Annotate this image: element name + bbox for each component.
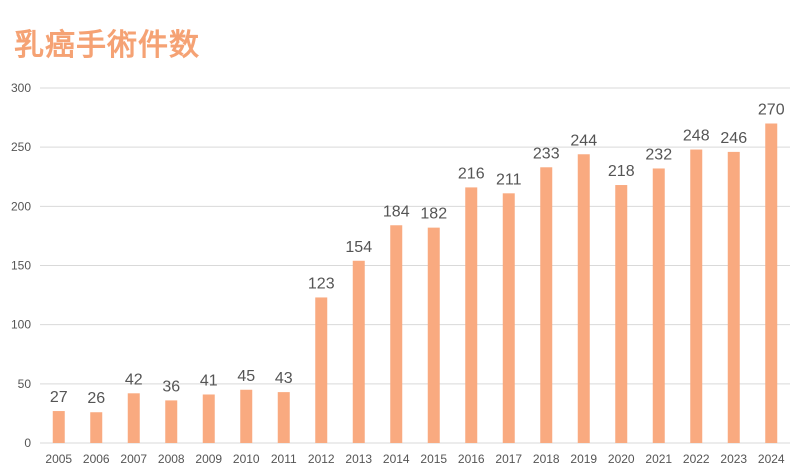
- data-label: 232: [645, 146, 672, 163]
- bar: [502, 193, 515, 443]
- data-label: 211: [496, 171, 522, 188]
- y-tick-label: 300: [11, 81, 31, 95]
- data-label: 42: [125, 371, 143, 388]
- x-tick-label: 2010: [233, 452, 260, 466]
- bar: [652, 168, 665, 443]
- x-tick-label: 2012: [308, 452, 335, 466]
- x-tick-label: 2005: [45, 452, 72, 466]
- y-axis-ticks: 0 50 100 150 200 250 300: [11, 81, 31, 450]
- data-label: 218: [608, 163, 635, 180]
- x-tick-label: 2006: [83, 452, 110, 466]
- y-tick-label: 0: [24, 436, 31, 450]
- data-label: 184: [383, 203, 410, 220]
- data-label: 216: [458, 165, 485, 182]
- data-label: 246: [720, 130, 747, 147]
- bar: [690, 149, 703, 444]
- data-label: 27: [50, 389, 68, 406]
- y-tick-label: 50: [18, 377, 32, 391]
- x-tick-label: 2023: [720, 452, 747, 466]
- bar: [277, 392, 290, 443]
- bar: [315, 297, 328, 443]
- data-label: 43: [275, 370, 293, 387]
- y-tick-label: 250: [11, 140, 31, 154]
- bar: [202, 394, 215, 443]
- bar: [465, 187, 478, 443]
- data-label: 248: [683, 128, 710, 145]
- bar: [52, 411, 65, 443]
- bar: [615, 185, 628, 444]
- data-label: 182: [420, 206, 447, 223]
- data-label: 233: [533, 145, 560, 162]
- data-label: 26: [87, 390, 105, 407]
- data-label: 154: [345, 239, 372, 256]
- x-tick-label: 2021: [645, 452, 672, 466]
- gridlines: [40, 87, 790, 444]
- bar: [577, 154, 590, 443]
- chart-title: 乳癌手術件数: [14, 28, 200, 63]
- x-tick-label: 2019: [570, 452, 597, 466]
- bar: [352, 260, 365, 443]
- bar: [390, 225, 403, 443]
- x-tick-label: 2008: [158, 452, 185, 466]
- data-label: 36: [162, 378, 180, 395]
- x-tick-label: 2011: [271, 452, 297, 466]
- bar: [240, 389, 253, 443]
- bar: [427, 227, 440, 443]
- x-tick-label: 2017: [495, 452, 522, 466]
- x-tick-label: 2013: [345, 452, 372, 466]
- bars: [52, 123, 778, 444]
- data-labels: 27 26 42 36 41 45 43 123 154 184 182 216 211 233 244 21…: [50, 102, 785, 408]
- y-tick-label: 150: [11, 259, 31, 273]
- data-label: 244: [570, 132, 597, 149]
- x-tick-label: 2007: [120, 452, 147, 466]
- bar: [165, 400, 178, 443]
- x-tick-label: 2009: [195, 452, 222, 466]
- x-tick-label: 2015: [420, 452, 447, 466]
- x-tick-label: 2016: [458, 452, 485, 466]
- bar: [127, 393, 140, 443]
- bar: [765, 123, 778, 443]
- x-tick-label: 2018: [533, 452, 560, 466]
- x-tick-label: 2024: [758, 452, 785, 466]
- bar: [727, 151, 740, 443]
- data-label: 270: [758, 102, 785, 119]
- bar: [540, 167, 553, 444]
- x-axis-ticks: 2005 2006 2007 2008 2009 2010 2011 2012 2013 2014…: [45, 452, 785, 466]
- data-label: 123: [308, 275, 335, 292]
- x-tick-label: 2022: [683, 452, 710, 466]
- data-label: 41: [200, 372, 218, 389]
- data-label: 45: [237, 368, 255, 385]
- y-tick-label: 100: [11, 318, 31, 332]
- x-tick-label: 2014: [383, 452, 410, 466]
- x-tick-label: 2020: [608, 452, 635, 466]
- y-tick-label: 200: [11, 199, 31, 213]
- bar: [90, 412, 103, 443]
